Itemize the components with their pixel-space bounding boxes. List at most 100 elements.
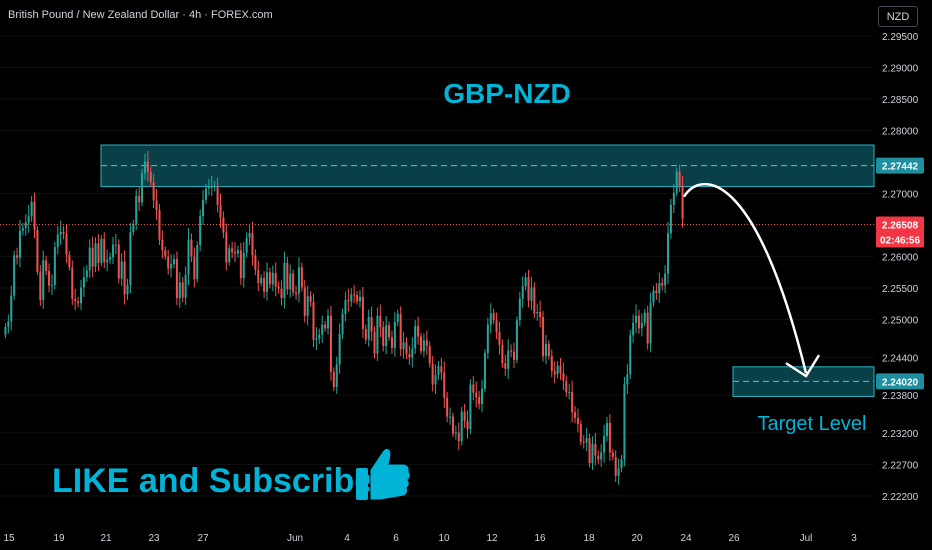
candle-down — [579, 424, 582, 442]
candle-up — [82, 277, 85, 288]
price-tick-label: 2.29500 — [882, 32, 919, 43]
candle-down — [472, 384, 475, 393]
price-tick-label: 2.28500 — [882, 95, 919, 106]
price-axis[interactable]: 2.22200 2.22700 2.23200 2.23800 2.24400 2.250… — [876, 32, 924, 503]
candle-down — [181, 282, 184, 298]
candle-down — [103, 238, 106, 263]
currency-button[interactable]: NZD — [878, 6, 918, 27]
cta-text: LIKE and Subscribe — [52, 462, 373, 500]
candle-down — [36, 230, 39, 272]
candle-down — [553, 371, 556, 375]
candle-down — [428, 346, 431, 364]
time-tick-label: 16 — [534, 533, 546, 544]
candle-down — [512, 351, 516, 360]
candle-up — [396, 313, 399, 323]
candle-down — [443, 372, 446, 398]
candle-down — [539, 312, 542, 318]
forecast-arrowhead — [785, 354, 821, 378]
candle-up — [672, 192, 675, 205]
candle-down — [97, 243, 100, 263]
candle-up — [111, 244, 114, 258]
price-tick-label: 2.22700 — [882, 460, 919, 471]
candle-down — [74, 298, 77, 302]
candle-down — [239, 250, 242, 278]
candle-down — [388, 325, 391, 338]
candle-down — [646, 312, 649, 344]
candle-up — [170, 264, 173, 269]
candle-down — [370, 317, 373, 332]
candle-up — [626, 374, 629, 385]
candle-up — [10, 295, 13, 322]
grid — [0, 35, 874, 497]
thumbs-up-icon-hand — [369, 447, 411, 501]
candle-up — [341, 313, 344, 335]
candle-down — [495, 320, 498, 333]
candle-down — [457, 432, 460, 442]
overlay: GBP-NZD Target Level LIKE and Subscribe — [0, 78, 874, 501]
candle-up — [126, 284, 129, 295]
candle-up — [460, 411, 463, 442]
candle-up — [454, 432, 457, 434]
candle-up — [617, 468, 620, 476]
candle-down — [547, 344, 550, 357]
candle-down — [146, 161, 149, 173]
candle-down — [62, 231, 65, 234]
time-tick-label: 10 — [438, 533, 450, 544]
candle-up — [344, 300, 347, 314]
candle-down — [533, 287, 536, 314]
candle-down — [71, 267, 74, 299]
zones — [100, 144, 875, 397]
candle-up — [207, 186, 210, 189]
candle-up — [603, 436, 606, 453]
price-tick-label: 2.25500 — [882, 284, 919, 295]
candle-up — [669, 204, 672, 234]
time-tick-label: 21 — [100, 533, 112, 544]
candle-up — [53, 247, 56, 285]
candle-down — [614, 456, 617, 476]
time-tick-label: Jul — [800, 533, 813, 544]
candle-down — [574, 412, 577, 418]
candle-up — [50, 284, 53, 286]
candle-down — [501, 344, 504, 364]
candle-down — [216, 185, 219, 205]
candle-up — [358, 296, 361, 302]
candle-up — [135, 196, 138, 224]
candle-up — [620, 459, 623, 469]
candle-up — [507, 350, 510, 369]
candle-down — [571, 392, 574, 413]
price-tick-label: 2.25000 — [882, 316, 919, 327]
candle-up — [106, 259, 109, 263]
candle-up — [489, 313, 492, 325]
candle-down — [379, 315, 382, 328]
candle-down — [155, 200, 158, 210]
candle-down — [661, 283, 664, 286]
candle-down — [16, 255, 19, 258]
candle-down — [68, 254, 71, 268]
candle-up — [13, 255, 16, 296]
candle-up — [402, 342, 405, 350]
candle-down — [39, 271, 42, 301]
candle-up — [59, 231, 62, 235]
time-tick-label: 23 — [148, 533, 160, 544]
candle-down — [440, 366, 443, 373]
candle-up — [640, 322, 643, 329]
candle-up — [635, 315, 638, 323]
candle-down — [475, 392, 478, 398]
candle-up — [385, 325, 388, 347]
time-axis[interactable]: 15 19 21 23 27 Jun 4 6 10 12 16 18 20 24 26 Jul 3 — [3, 533, 857, 544]
candle-up — [187, 239, 190, 275]
candle-down — [492, 313, 495, 321]
candle-down — [309, 296, 312, 302]
candle-up — [88, 247, 91, 271]
candle-down — [222, 217, 225, 233]
candle-up — [7, 321, 10, 328]
candle-up — [178, 282, 181, 299]
candle-up — [315, 338, 318, 340]
candle-up — [591, 443, 594, 464]
candle-down — [254, 255, 257, 270]
candle-up — [518, 298, 521, 321]
candle-up — [643, 312, 646, 323]
chart-title: GBP-NZD — [443, 78, 571, 109]
candle-down — [234, 252, 237, 254]
